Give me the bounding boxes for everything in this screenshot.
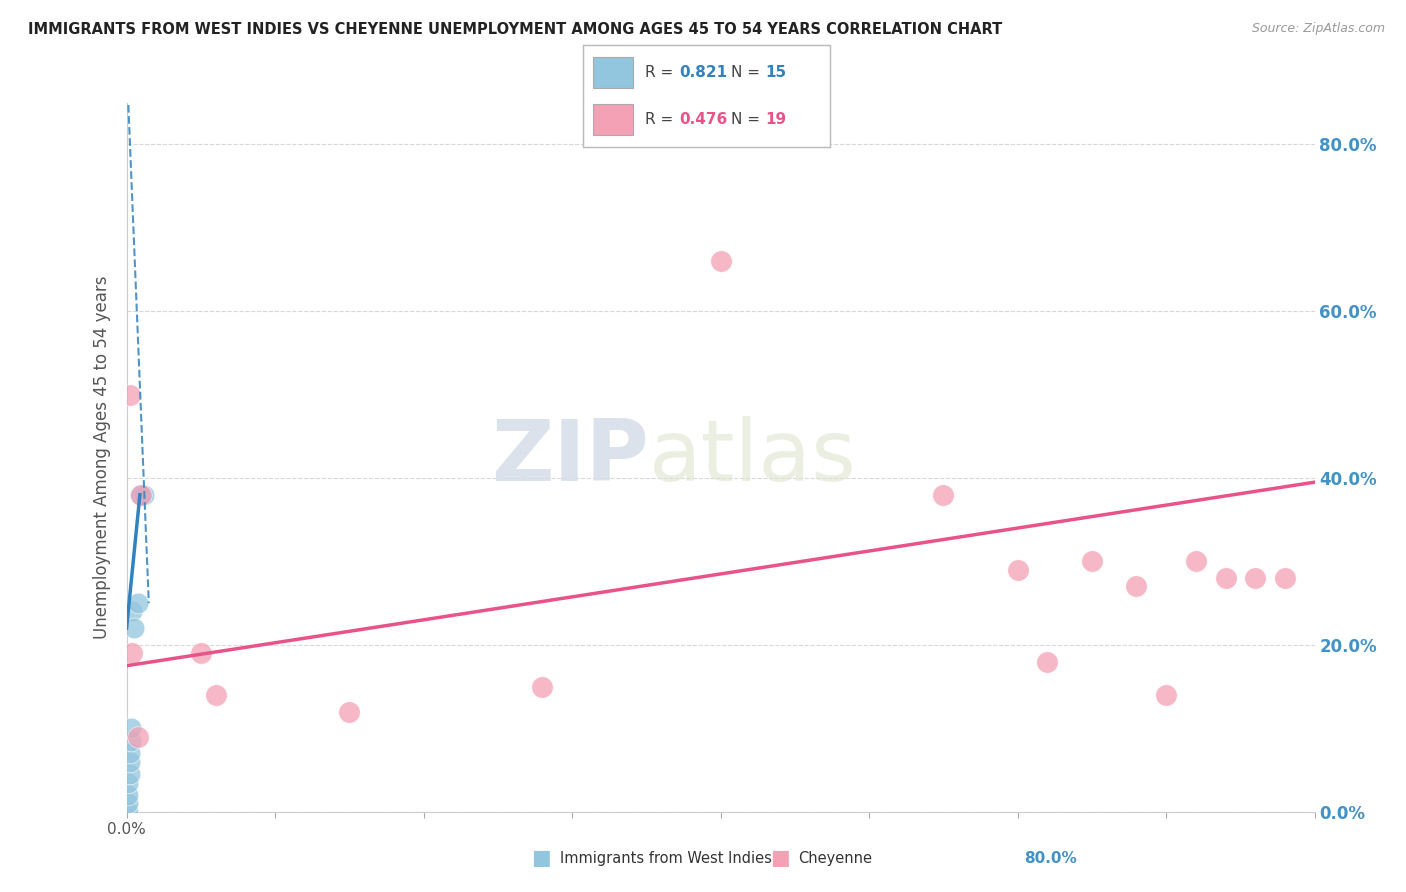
Text: 15: 15 — [765, 65, 787, 79]
Point — [337, 705, 360, 719]
Text: 0.476: 0.476 — [679, 112, 728, 127]
Point — [932, 488, 955, 502]
Text: atlas: atlas — [650, 416, 858, 499]
Text: N =: N = — [731, 112, 765, 127]
Point — [1184, 554, 1206, 568]
Point — [129, 488, 152, 502]
Point — [118, 747, 141, 761]
Point — [1081, 554, 1104, 568]
Point — [118, 755, 141, 769]
Point — [1154, 688, 1177, 702]
Text: ZIP: ZIP — [492, 416, 650, 499]
Text: N =: N = — [731, 65, 765, 79]
Point — [190, 646, 212, 660]
Text: ■: ■ — [770, 848, 790, 868]
Text: R =: R = — [645, 65, 678, 79]
Point — [121, 646, 143, 660]
Point — [134, 488, 156, 502]
Text: Cheyenne: Cheyenne — [799, 851, 873, 865]
Text: 0.821: 0.821 — [679, 65, 727, 79]
Bar — [593, 104, 633, 135]
Point — [204, 688, 226, 702]
Point — [127, 730, 149, 744]
Text: 80.0%: 80.0% — [1024, 851, 1077, 866]
Point — [117, 797, 139, 811]
Point — [127, 596, 149, 610]
Point — [710, 254, 733, 268]
Text: IMMIGRANTS FROM WEST INDIES VS CHEYENNE UNEMPLOYMENT AMONG AGES 45 TO 54 YEARS C: IMMIGRANTS FROM WEST INDIES VS CHEYENNE … — [28, 22, 1002, 37]
Point — [1007, 563, 1029, 577]
Y-axis label: Unemployment Among Ages 45 to 54 years: Unemployment Among Ages 45 to 54 years — [93, 276, 111, 639]
Point — [120, 733, 142, 747]
Text: Source: ZipAtlas.com: Source: ZipAtlas.com — [1251, 22, 1385, 36]
Point — [118, 387, 141, 401]
Point — [120, 721, 142, 735]
Text: ■: ■ — [531, 848, 551, 868]
Point — [1244, 571, 1267, 585]
Point — [118, 767, 141, 781]
Text: Immigrants from West Indies: Immigrants from West Indies — [560, 851, 772, 865]
Text: R =: R = — [645, 112, 678, 127]
Bar — [593, 57, 633, 87]
Point — [117, 775, 139, 789]
Point — [1274, 571, 1296, 585]
Point — [131, 488, 153, 502]
Text: 19: 19 — [765, 112, 787, 127]
Point — [1125, 579, 1147, 593]
Point — [129, 488, 152, 502]
Point — [121, 605, 143, 619]
Point — [122, 621, 145, 635]
Point — [117, 805, 139, 819]
Point — [1215, 571, 1237, 585]
Point — [117, 788, 139, 802]
Point — [531, 680, 554, 694]
Point — [1036, 655, 1059, 669]
